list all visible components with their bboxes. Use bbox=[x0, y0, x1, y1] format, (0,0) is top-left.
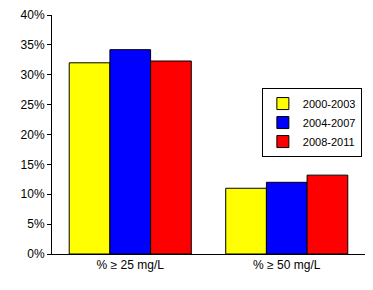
svg-text:% ≥ 25 mg/L: % ≥ 25 mg/L bbox=[97, 258, 165, 272]
svg-text:2008-2011: 2008-2011 bbox=[303, 136, 355, 148]
svg-text:0%: 0% bbox=[27, 247, 45, 261]
svg-text:2004-2007: 2004-2007 bbox=[303, 117, 356, 129]
svg-text:30%: 30% bbox=[21, 68, 45, 82]
svg-text:15%: 15% bbox=[21, 158, 45, 172]
svg-text:35%: 35% bbox=[21, 38, 45, 52]
svg-text:2000-2003: 2000-2003 bbox=[303, 98, 356, 110]
svg-text:10%: 10% bbox=[21, 187, 45, 201]
svg-text:20%: 20% bbox=[21, 128, 45, 142]
svg-text:25%: 25% bbox=[21, 98, 45, 112]
svg-text:% ≥ 50 mg/L: % ≥ 50 mg/L bbox=[253, 258, 321, 272]
svg-text:40%: 40% bbox=[21, 8, 45, 22]
svg-text:5%: 5% bbox=[27, 217, 45, 231]
